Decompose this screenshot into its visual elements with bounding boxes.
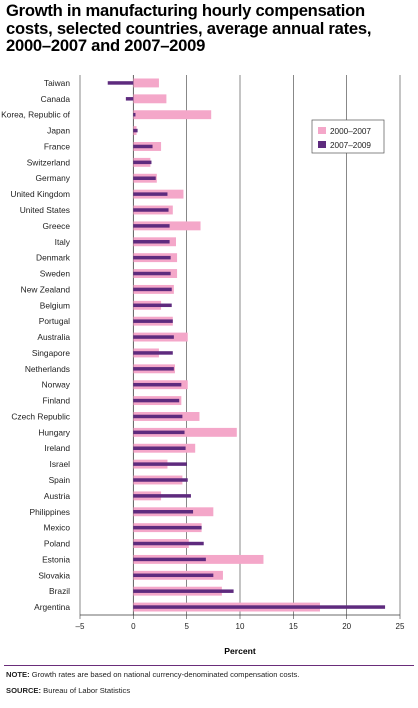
- bar-2007-2009-argentina: [133, 605, 386, 609]
- bar-2007-2009-spain: [133, 478, 188, 482]
- bar-2007-2009-slovakia: [133, 573, 214, 578]
- category-label-hungary: Hungary: [38, 427, 70, 437]
- bar-2000-2007-korea-republic-of: [133, 110, 212, 120]
- category-label-germany: Germany: [36, 173, 71, 183]
- bar-2007-2009-united-states: [133, 208, 169, 212]
- bar-2007-2009-australia: [133, 335, 174, 339]
- category-label-austria: Austria: [44, 491, 70, 501]
- category-label-estonia: Estonia: [42, 554, 70, 564]
- x-tick-label: 25: [396, 622, 405, 631]
- chart-gridlines: [79, 75, 401, 616]
- bar-2007-2009-portugal: [133, 319, 173, 323]
- bar-2000-2007-hungary: [133, 427, 237, 437]
- x-tick-label: 5: [184, 622, 189, 631]
- category-label-united-kingdom: United Kingdom: [10, 189, 70, 199]
- note-text: Growth rates are based on national curre…: [31, 670, 300, 679]
- category-label-united-states: United States: [20, 205, 70, 215]
- category-label-ireland: Ireland: [44, 443, 70, 453]
- bar-2007-2009-new-zealand: [133, 287, 172, 292]
- bar-2007-2009-poland: [133, 541, 204, 546]
- category-label-finland: Finland: [43, 396, 71, 406]
- x-axis-title: Percent: [224, 646, 256, 656]
- bar-2000-2007-canada: [133, 94, 167, 104]
- source-text: Bureau of Labor Statistics: [43, 686, 131, 695]
- category-label-denmark: Denmark: [36, 253, 71, 263]
- chart-title: Growth in manufacturing hourly compensat…: [6, 1, 372, 55]
- legend-label-2007-2009: 2007–2009: [330, 141, 371, 150]
- bar-2007-2009-norway: [133, 382, 182, 387]
- category-label-brazil: Brazil: [49, 586, 70, 596]
- category-label-israel: Israel: [50, 459, 71, 469]
- category-label-taiwan: Taiwan: [44, 78, 70, 88]
- category-label-portugal: Portugal: [39, 316, 70, 326]
- category-label-poland: Poland: [44, 539, 70, 549]
- category-label-czech-republic: Czech Republic: [11, 411, 70, 421]
- bar-2007-2009-taiwan: [107, 81, 134, 85]
- bar-2007-2009-united-kingdom: [133, 192, 168, 196]
- category-label-norway: Norway: [42, 380, 71, 390]
- category-label-canada: Canada: [41, 94, 71, 104]
- x-tick-label: 10: [236, 622, 245, 631]
- legend: 2000–2007 2007–2009: [311, 119, 385, 154]
- x-tick-label: 0: [131, 622, 136, 631]
- bar-2007-2009-philippines: [133, 510, 194, 514]
- source-label: SOURCE:: [6, 686, 42, 695]
- bar-2007-2009-switzerland: [133, 160, 152, 165]
- x-axis-tick-labels: –5 0 5 10 15 20 25: [76, 615, 405, 631]
- category-label-slovakia: Slovakia: [38, 570, 70, 580]
- bar-2007-2009-italy: [133, 240, 170, 244]
- category-label-philippines: Philippines: [29, 507, 70, 517]
- category-label-argentina: Argentina: [34, 602, 70, 612]
- x-tick-label: –5: [76, 622, 85, 631]
- bar-2007-2009-czech-republic: [133, 414, 183, 419]
- category-label-italy: Italy: [55, 237, 71, 247]
- bar-2007-2009-israel: [133, 462, 187, 466]
- bar-2007-2009-denmark: [133, 255, 171, 260]
- note: NOTE: Growth rates are based on national…: [6, 670, 299, 679]
- legend-swatch-2000-2007: [318, 127, 326, 134]
- source: SOURCE: Bureau of Labor Statistics: [6, 686, 130, 695]
- bar-2007-2009-france: [133, 144, 153, 149]
- category-label-netherlands: Netherlands: [25, 364, 70, 374]
- category-label-belgium: Belgium: [40, 300, 70, 310]
- category-label-japan: Japan: [47, 126, 70, 136]
- note-label: NOTE:: [6, 670, 30, 679]
- category-label-switzerland: Switzerland: [27, 157, 71, 167]
- bar-2007-2009-finland: [133, 398, 180, 403]
- bar-2007-2009-korea-republic-of: [133, 112, 136, 117]
- category-label-france: France: [44, 141, 70, 151]
- bar-2007-2009-sweden: [133, 271, 171, 276]
- bar-2007-2009-greece: [133, 224, 170, 228]
- chart-bars: [107, 78, 386, 612]
- x-tick-label: 15: [289, 622, 298, 631]
- bar-2007-2009-estonia: [133, 557, 206, 562]
- category-label-mexico: Mexico: [43, 523, 70, 533]
- bar-2007-2009-austria: [133, 494, 191, 498]
- category-label-spain: Spain: [49, 475, 71, 485]
- bar-2007-2009-mexico: [133, 525, 202, 530]
- category-labels: Taiwan Canada Korea, Republic of Japan Franc…: [1, 78, 71, 612]
- category-label-korea-republic-of: Korea, Republic of: [1, 110, 71, 120]
- bar-2007-2009-japan: [133, 128, 138, 133]
- bar-2007-2009-belgium: [133, 303, 172, 308]
- category-label-greece: Greece: [43, 221, 71, 231]
- category-label-sweden: Sweden: [40, 269, 71, 279]
- category-label-singapore: Singapore: [32, 348, 71, 358]
- bar-2007-2009-canada: [125, 97, 134, 101]
- category-label-australia: Australia: [37, 332, 70, 342]
- bar-2007-2009-singapore: [133, 351, 173, 355]
- bar-2000-2007-taiwan: [133, 78, 159, 88]
- bar-2007-2009-germany: [133, 176, 156, 180]
- bar-2007-2009-hungary: [133, 430, 185, 435]
- x-tick-label: 20: [342, 622, 351, 631]
- bar-2007-2009-ireland: [133, 446, 186, 450]
- legend-swatch-2007-2009: [318, 141, 326, 148]
- divider: [4, 665, 414, 666]
- legend-label-2000-2007: 2000–2007: [330, 127, 371, 136]
- bar-2007-2009-netherlands: [133, 367, 174, 371]
- category-label-new-zealand: New Zealand: [21, 284, 71, 294]
- bar-2007-2009-brazil: [133, 589, 234, 593]
